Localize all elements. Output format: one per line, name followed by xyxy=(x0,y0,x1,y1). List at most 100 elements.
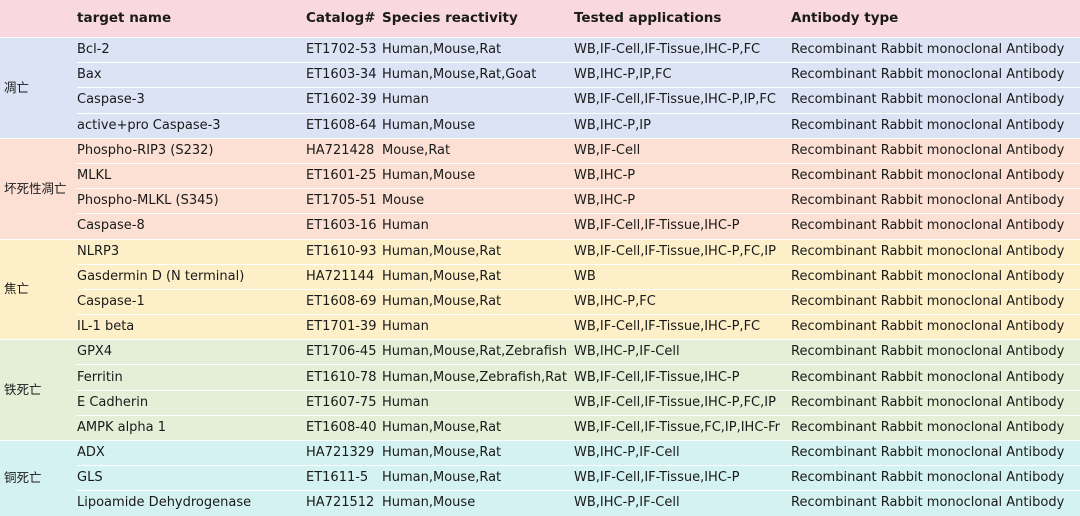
cell-species-reactivity: Human xyxy=(382,394,429,410)
table-row: 坏死性凋亡 Phospho-RIP3 (S232) HA721428 Mouse,Ra… xyxy=(0,138,1080,196)
cell-catalog-number: ET1701-39 xyxy=(306,319,377,335)
cell-species-reactivity: Human,Mouse,Rat xyxy=(382,470,502,486)
group-label: 坏死性凋亡 xyxy=(4,180,67,196)
table-row: Ferritin ET1610-78 Human,Mouse,Zebrafish,R… xyxy=(0,364,1080,391)
cell-tested-applications: WB,IHC-P,IP xyxy=(574,117,651,133)
cell-species-reactivity: Human,Mouse,Rat xyxy=(382,419,502,435)
cell-catalog-number: ET1602-39 xyxy=(306,92,377,108)
cell-species-reactivity: Human,Mouse xyxy=(382,117,476,133)
header-species-reactivity: Species reactivity xyxy=(382,0,574,38)
table-row: Phospho-MLKL (S345) ET1705-51 Mouse WB,IHC-… xyxy=(0,188,1080,214)
cell-target-name: Lipoamide Dehydrogenase xyxy=(77,495,252,511)
cell-tested-applications: WB xyxy=(574,268,596,284)
cell-catalog-number: ET1706-45 xyxy=(306,344,377,360)
cell-tested-applications: WB,IF-Cell,IF-Tissue,IHC-P xyxy=(574,218,740,234)
cell-catalog-number: ET1610-93 xyxy=(306,243,377,259)
cell-target-name: Caspase-1 xyxy=(77,293,145,309)
cell-target-name: Bax xyxy=(77,67,102,83)
cell-catalog-number: HA721512 xyxy=(306,495,375,511)
cell-species-reactivity: Human,Mouse,Zebrafish,Rat xyxy=(382,369,567,385)
cell-catalog-number: ET1611-5 xyxy=(306,470,369,486)
cell-antibody-type: Recombinant Rabbit monoclonal Antibody xyxy=(791,92,1065,108)
cell-species-reactivity: Human,Mouse,Rat xyxy=(382,42,502,58)
cell-catalog-number: ET1601-25 xyxy=(306,168,377,184)
cell-tested-applications: WB,IHC-P,IF-Cell xyxy=(574,495,680,511)
cell-tested-applications: WB,IF-Cell,IF-Tissue,IHC-P,FC xyxy=(574,42,761,58)
header-catalog: Catalog# xyxy=(306,0,382,38)
cell-antibody-type: Recombinant Rabbit monoclonal Antibody xyxy=(791,193,1065,209)
cell-tested-applications: WB,IHC-P,IF-Cell xyxy=(574,344,680,360)
cell-species-reactivity: Human,Mouse,Rat xyxy=(382,445,502,461)
cell-tested-applications: WB,IF-Cell,IF-Tissue,IHC-P xyxy=(574,369,740,385)
cell-antibody-type: Recombinant Rabbit monoclonal Antibody xyxy=(791,268,1065,284)
cell-target-name: E Cadherin xyxy=(77,394,149,410)
cell-species-reactivity: Human xyxy=(382,92,429,108)
cell-target-name: Phospho-MLKL (S345) xyxy=(77,193,219,209)
cell-species-reactivity: Human,Mouse,Rat xyxy=(382,293,502,309)
cell-target-name: GPX4 xyxy=(77,344,113,360)
cell-antibody-type: Recombinant Rabbit monoclonal Antibody xyxy=(791,319,1065,335)
table-row: 焦亡 NLRP3 ET1610-93 Human,Mouse,Rat WB,IF-Cel… xyxy=(0,239,1080,296)
cell-target-name: MLKL xyxy=(77,168,112,184)
cell-tested-applications: WB,IHC-P,IF-Cell xyxy=(574,445,680,461)
table-row: Caspase-1 ET1608-69 Human,Mouse,Rat WB,IHC-… xyxy=(0,289,1080,315)
cell-antibody-type: Recombinant Rabbit monoclonal Antibody xyxy=(791,218,1065,234)
cell-catalog-number: ET1608-40 xyxy=(306,419,377,435)
cell-target-name: GLS xyxy=(77,470,103,486)
table-row: Bax ET1603-34 Human,Mouse,Rat,Goat WB,IHC-P… xyxy=(0,62,1080,88)
header-tested-applications: Tested applications xyxy=(574,0,791,38)
table-row: MLKL ET1601-25 Human,Mouse WB,IHC-P Recombin… xyxy=(0,163,1080,189)
cell-catalog-number: HA721329 xyxy=(306,445,375,461)
cell-catalog-number: HA721144 xyxy=(306,268,375,284)
cell-tested-applications: WB,IF-Cell,IF-Tissue,IHC-P,IP,FC xyxy=(574,92,776,108)
cell-antibody-type: Recombinant Rabbit monoclonal Antibody xyxy=(791,394,1065,410)
cell-antibody-type: Recombinant Rabbit monoclonal Antibody xyxy=(791,67,1065,83)
table-row: 凋亡 Bcl-2 ET1702-53 Human,Mouse,Rat WB,IF-Cel… xyxy=(0,37,1080,95)
cell-antibody-type: Recombinant Rabbit monoclonal Antibody xyxy=(791,419,1065,435)
cell-catalog-number: ET1603-34 xyxy=(306,67,377,83)
cell-target-name: Bcl-2 xyxy=(77,42,110,58)
cell-tested-applications: WB,IHC-P,IP,FC xyxy=(574,67,672,83)
cell-target-name: Phospho-RIP3 (S232) xyxy=(77,142,214,158)
cell-antibody-type: Recombinant Rabbit monoclonal Antibody xyxy=(791,142,1065,158)
cell-antibody-type: Recombinant Rabbit monoclonal Antibody xyxy=(791,495,1065,511)
group-label: 铜死亡 xyxy=(4,470,42,486)
header-group xyxy=(0,0,77,38)
cell-target-name: Caspase-8 xyxy=(77,218,145,234)
table-row: IL-1 beta ET1701-39 Human WB,IF-Cell,IF-Tis… xyxy=(0,314,1080,340)
cell-antibody-type: Recombinant Rabbit monoclonal Antibody xyxy=(791,369,1065,385)
cell-target-name: Gasdermin D (N terminal) xyxy=(77,268,245,284)
cell-antibody-type: Recombinant Rabbit monoclonal Antibody xyxy=(791,117,1065,133)
cell-antibody-type: Recombinant Rabbit monoclonal Antibody xyxy=(791,293,1065,309)
table-row: AMPK alpha 1 ET1608-40 Human,Mouse,Rat WB,I… xyxy=(0,415,1080,441)
cell-antibody-type: Recombinant Rabbit monoclonal Antibody xyxy=(791,344,1065,360)
cell-catalog-number: ET1608-64 xyxy=(306,117,377,133)
cell-tested-applications: WB,IF-Cell,IF-Tissue,FC,IP,IHC-Fr xyxy=(574,419,780,435)
table-row: 铜死亡 ADX HA721329 Human,Mouse,Rat WB,IHC-P,IF… xyxy=(0,440,1080,485)
table-body: 凋亡 Bcl-2 ET1702-53 Human,Mouse,Rat WB,IF-Cel… xyxy=(0,37,1080,516)
cell-target-name: ADX xyxy=(77,445,105,461)
cell-species-reactivity: Mouse,Rat xyxy=(382,142,451,158)
cell-species-reactivity: Human xyxy=(382,319,429,335)
cell-species-reactivity: Human,Mouse xyxy=(382,168,476,184)
cell-tested-applications: WB,IF-Cell xyxy=(574,142,641,158)
cell-target-name: Caspase-3 xyxy=(77,92,145,108)
cell-species-reactivity: Human,Mouse,Rat xyxy=(382,268,502,284)
cell-antibody-type: Recombinant Rabbit monoclonal Antibody xyxy=(791,470,1065,486)
cell-tested-applications: WB,IHC-P,FC xyxy=(574,293,656,309)
table-row: Caspase-8 ET1603-16 Human WB,IF-Cell,IF-Tis… xyxy=(0,213,1080,239)
cell-antibody-type: Recombinant Rabbit monoclonal Antibody xyxy=(791,42,1065,58)
cell-species-reactivity: Mouse xyxy=(382,193,425,209)
cell-species-reactivity: Human,Mouse xyxy=(382,495,476,511)
cell-species-reactivity: Human,Mouse,Rat,Goat xyxy=(382,67,537,83)
header-antibody-type: Antibody type xyxy=(791,0,1080,38)
cell-tested-applications: WB,IF-Cell,IF-Tissue,IHC-P xyxy=(574,470,740,486)
cell-catalog-number: ET1610-78 xyxy=(306,369,377,385)
cell-antibody-type: Recombinant Rabbit monoclonal Antibody xyxy=(791,445,1065,461)
cell-target-name: IL-1 beta xyxy=(77,319,135,335)
cell-antibody-type: Recombinant Rabbit monoclonal Antibody xyxy=(791,243,1065,259)
cell-target-name: Ferritin xyxy=(77,369,123,385)
cell-catalog-number: ET1705-51 xyxy=(306,193,377,209)
table-row: Lipoamide Dehydrogenase HA721512 Human,Mou… xyxy=(0,490,1080,516)
table-row: active+pro Caspase-3 ET1608-64 Human,Mouse… xyxy=(0,113,1080,139)
